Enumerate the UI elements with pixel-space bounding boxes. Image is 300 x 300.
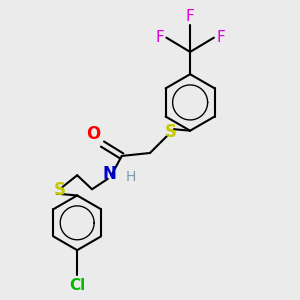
Text: S: S bbox=[165, 123, 177, 141]
Text: F: F bbox=[186, 9, 194, 24]
Text: H: H bbox=[125, 170, 136, 184]
Text: O: O bbox=[86, 124, 100, 142]
Text: F: F bbox=[155, 30, 164, 45]
Text: F: F bbox=[216, 30, 225, 45]
Text: N: N bbox=[103, 165, 117, 183]
Text: Cl: Cl bbox=[69, 278, 85, 293]
Text: S: S bbox=[53, 181, 65, 199]
